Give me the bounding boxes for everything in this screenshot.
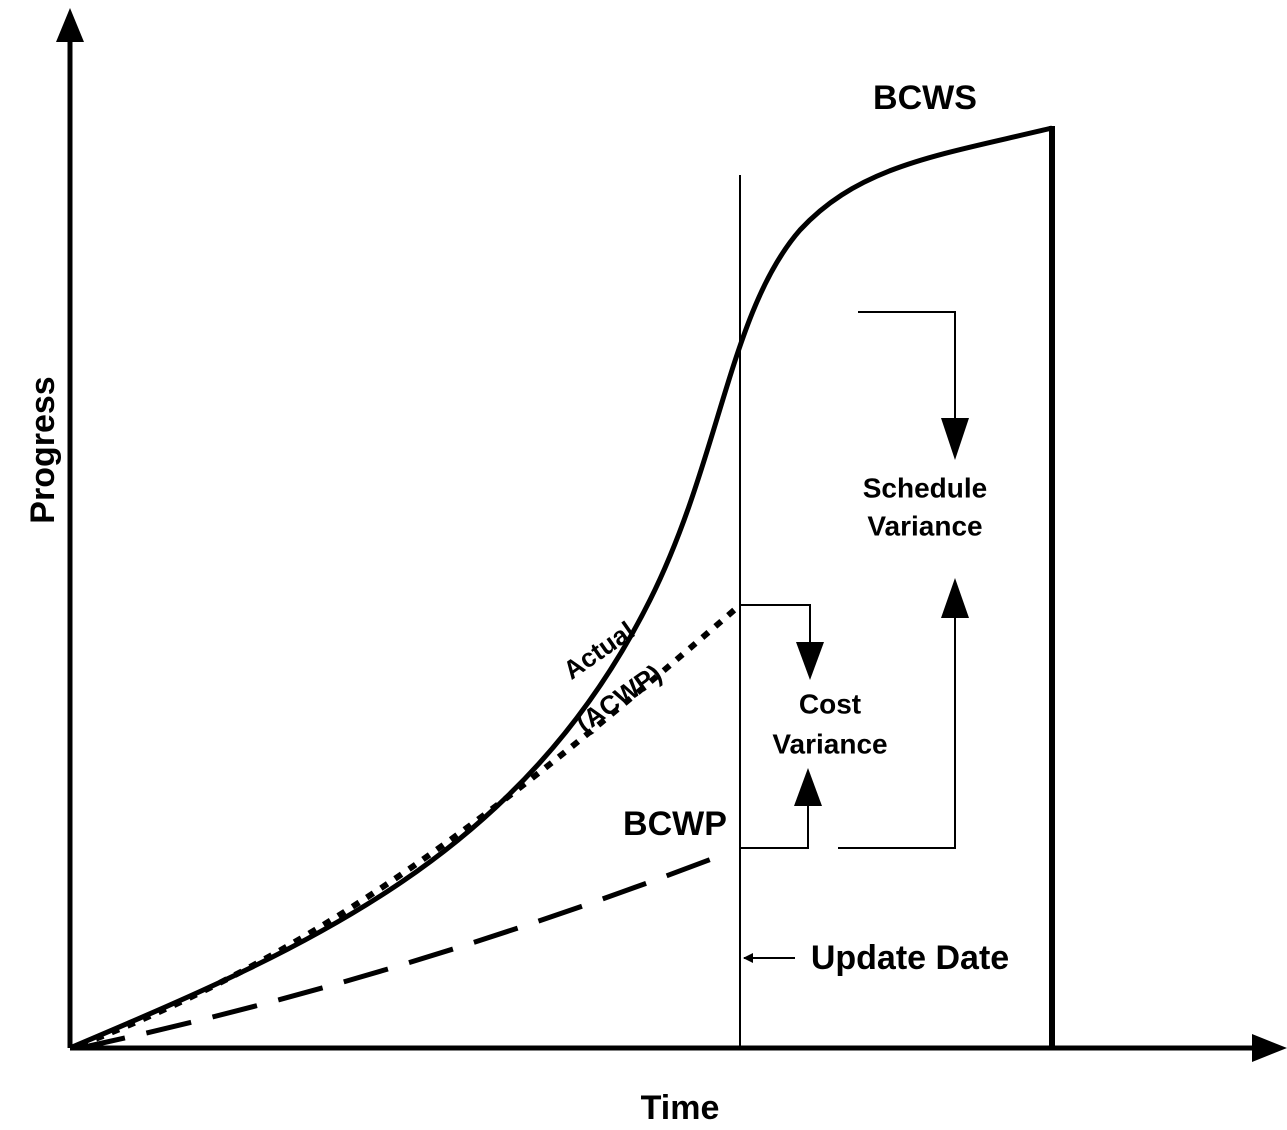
cost-bracket-top — [740, 604, 811, 645]
bcws-curve — [69, 125, 1053, 1051]
bcwp-label: BCWP — [623, 805, 727, 843]
schedule-arrow-up — [941, 578, 969, 618]
schedule-variance-label: Variance — [867, 510, 982, 541]
cost-arrow-down — [796, 642, 824, 680]
schedule-bracket-top — [858, 311, 956, 420]
schedule-bracket-bottom — [838, 615, 956, 849]
cost-bracket-bottom — [740, 805, 809, 849]
update-date-label: Update Date — [811, 939, 1009, 977]
bcws-label: BCWS — [873, 79, 977, 117]
cost-variance-label: Variance — [772, 728, 887, 759]
acwp-curve — [78, 602, 742, 1048]
cost-arrow-up — [794, 768, 822, 806]
x-axis-label: Time — [641, 1089, 720, 1127]
schedule-variance-label: Schedule — [863, 472, 987, 503]
bcwp-curve — [79, 849, 731, 1051]
x-axis-arrow — [1252, 1034, 1287, 1062]
cost-variance-label: Cost — [799, 688, 861, 719]
y-axis-arrow — [56, 8, 84, 42]
y-axis-label: Progress — [24, 376, 62, 523]
schedule-arrow-down — [941, 418, 969, 460]
